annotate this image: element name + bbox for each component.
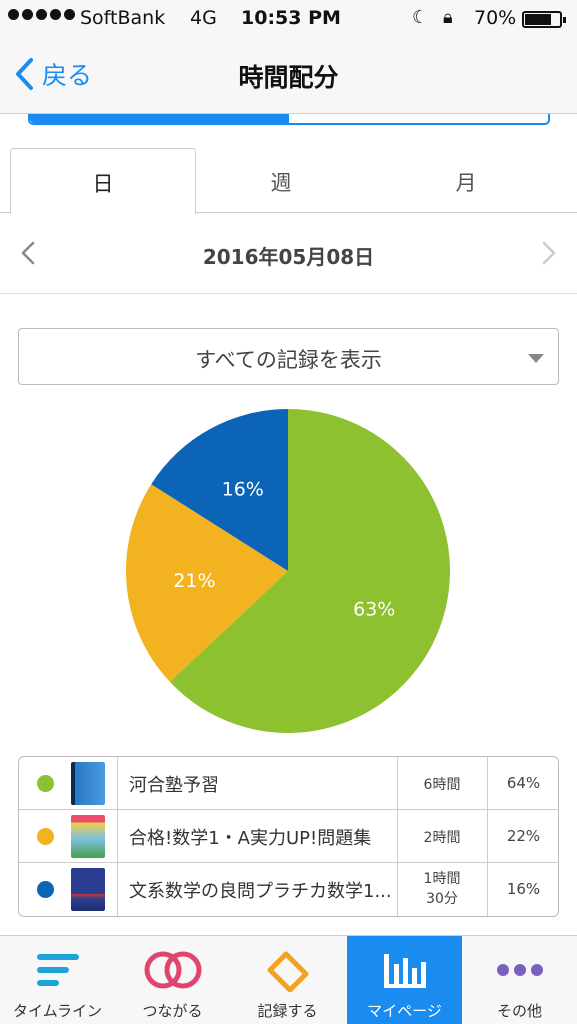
back-label: 戻る xyxy=(42,61,93,90)
current-date: 2016年05月08日 xyxy=(202,245,375,269)
rotation-lock-icon: 🔒︎ xyxy=(443,7,453,28)
subject-time: 6時間 xyxy=(423,777,461,793)
pie-slice-1 xyxy=(125,484,288,682)
connect-icon xyxy=(144,951,201,989)
series-color-dot xyxy=(37,775,54,792)
table-row[interactable]: 文系数学の良問プラチカ数学1... 1時間 30分 16% xyxy=(19,863,558,916)
subject-time: 2時間 xyxy=(423,830,461,846)
table-row[interactable]: 合格!数学1・A実力UP!問題集 2時間 22% xyxy=(19,810,558,863)
tabbar-item-connect[interactable]: つながる xyxy=(115,936,230,1024)
pie-slice-label: 63% xyxy=(353,598,395,620)
subject-time: 1時間 30分 xyxy=(423,871,461,907)
table-row[interactable]: 河合塾予習 6時間 64% xyxy=(19,757,558,810)
pie-slice-2 xyxy=(151,409,288,571)
tab-month[interactable]: 月 xyxy=(455,171,477,195)
subject-name: 河合塾予習 xyxy=(129,775,219,796)
subject-percent: 16% xyxy=(506,880,541,898)
progress-strip xyxy=(28,114,550,125)
period-tabs: 日 週 月 xyxy=(0,148,577,214)
record-filter-select[interactable]: すべての記録を表示 xyxy=(18,328,559,385)
subject-percent: 64% xyxy=(506,774,541,792)
mypage-chart-icon xyxy=(383,954,426,988)
progress-strip-fill xyxy=(30,114,289,123)
tabbar-item-more[interactable]: その他 xyxy=(462,936,577,1024)
pie-slice-label: 16% xyxy=(222,479,264,501)
tabbar-label: つながる xyxy=(142,1002,203,1020)
tab-day[interactable]: 日 xyxy=(10,148,196,214)
book-cover-thumbnail xyxy=(71,868,105,911)
book-cover-thumbnail xyxy=(71,762,105,805)
signal-strength-icon xyxy=(8,9,75,20)
network-type: 4G xyxy=(190,7,217,29)
status-bar: SoftBank 4G 10:53 PM ☾ 🔒︎ 70% xyxy=(0,0,577,38)
dropdown-caret-icon xyxy=(528,354,544,363)
tabbar-label: その他 xyxy=(496,1002,542,1020)
back-button[interactable]: 戻る xyxy=(14,56,92,92)
timeline-icon xyxy=(36,954,79,986)
tabbar-item-timeline[interactable]: タイムライン xyxy=(0,936,115,1024)
pie-slice-label: 21% xyxy=(173,570,215,592)
series-color-dot xyxy=(37,828,54,845)
pie-slice-0 xyxy=(169,409,450,733)
record-filter-value: すべての記録を表示 xyxy=(195,348,382,372)
subject-breakdown-table: 河合塾予習 6時間 64% 合格!数学1・A実力UP!問題集 2時間 22% 文… xyxy=(18,756,559,917)
do-not-disturb-icon: ☾ xyxy=(412,7,429,28)
tabbar-label: 記録する xyxy=(257,1002,318,1020)
battery-icon xyxy=(522,11,566,28)
subject-percent: 22% xyxy=(506,827,541,845)
tabbar-label: タイムライン xyxy=(13,1002,102,1020)
date-navigator: 2016年05月08日 xyxy=(0,214,577,294)
carrier-name: SoftBank xyxy=(80,7,166,29)
book-cover-thumbnail xyxy=(71,815,105,858)
chevron-left-icon xyxy=(16,58,33,90)
tab-week[interactable]: 週 xyxy=(270,171,292,195)
navigation-bar: 戻る 時間配分 xyxy=(0,38,577,114)
more-icon xyxy=(496,964,543,976)
record-icon xyxy=(267,951,308,992)
previous-date-button[interactable] xyxy=(20,240,36,266)
tabbar-item-mypage[interactable]: マイページ xyxy=(347,936,462,1024)
subject-name: 文系数学の良問プラチカ数学1... xyxy=(129,881,392,902)
subject-name: 合格!数学1・A実力UP!問題集 xyxy=(129,828,372,849)
clock: 10:53 PM xyxy=(241,7,341,29)
tabbar-label: マイページ xyxy=(367,1002,442,1020)
series-color-dot xyxy=(37,881,54,898)
page-title: 時間配分 xyxy=(238,63,339,92)
battery-percent: 70% xyxy=(474,7,517,29)
bottom-tab-bar: タイムライン つながる 記録する xyxy=(0,935,577,1024)
next-date-button[interactable] xyxy=(541,240,557,266)
tabbar-item-record[interactable]: 記録する xyxy=(230,936,345,1024)
time-allocation-pie-chart: 63% 21% 16% xyxy=(125,409,450,733)
